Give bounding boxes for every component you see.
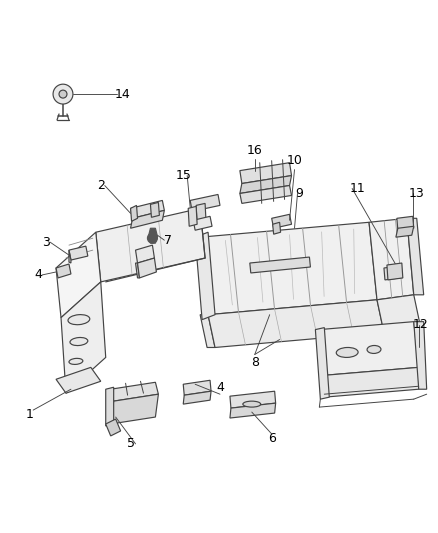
Polygon shape — [56, 367, 101, 393]
Polygon shape — [407, 219, 424, 295]
Polygon shape — [69, 250, 71, 263]
Ellipse shape — [367, 345, 381, 353]
Polygon shape — [135, 245, 155, 263]
Polygon shape — [240, 185, 292, 204]
Polygon shape — [414, 321, 427, 389]
Polygon shape — [230, 403, 276, 418]
Polygon shape — [69, 246, 88, 260]
Polygon shape — [200, 314, 215, 348]
Polygon shape — [377, 295, 421, 333]
Ellipse shape — [69, 358, 83, 365]
Circle shape — [148, 233, 157, 243]
Polygon shape — [148, 228, 157, 243]
Polygon shape — [111, 382, 159, 401]
Polygon shape — [188, 206, 197, 226]
Ellipse shape — [336, 348, 358, 358]
Polygon shape — [230, 391, 276, 408]
Polygon shape — [96, 208, 205, 282]
Text: 13: 13 — [409, 187, 424, 200]
Polygon shape — [111, 394, 159, 424]
Polygon shape — [135, 263, 140, 278]
Polygon shape — [272, 214, 292, 228]
Polygon shape — [150, 203, 159, 217]
Polygon shape — [56, 232, 101, 318]
Polygon shape — [384, 266, 400, 280]
Polygon shape — [315, 328, 329, 399]
Text: 8: 8 — [251, 356, 259, 369]
Text: 4: 4 — [34, 269, 42, 281]
Polygon shape — [183, 380, 211, 395]
Polygon shape — [61, 282, 106, 393]
Text: 14: 14 — [115, 87, 131, 101]
Polygon shape — [397, 216, 414, 230]
Polygon shape — [106, 387, 114, 426]
Polygon shape — [56, 264, 71, 278]
Text: 7: 7 — [164, 233, 172, 247]
Polygon shape — [190, 195, 220, 212]
Circle shape — [59, 90, 67, 98]
Text: 16: 16 — [247, 144, 263, 157]
Polygon shape — [250, 257, 311, 273]
Polygon shape — [138, 258, 156, 278]
Ellipse shape — [243, 401, 261, 407]
Polygon shape — [396, 226, 414, 237]
Polygon shape — [208, 300, 384, 348]
Circle shape — [53, 84, 73, 104]
Polygon shape — [387, 263, 403, 280]
Polygon shape — [196, 204, 206, 224]
Polygon shape — [193, 216, 212, 230]
Text: 9: 9 — [296, 187, 304, 200]
Polygon shape — [324, 367, 419, 397]
Text: 11: 11 — [349, 182, 365, 195]
Text: 10: 10 — [286, 154, 303, 167]
Text: 6: 6 — [268, 432, 276, 446]
Text: 5: 5 — [127, 438, 134, 450]
Text: 3: 3 — [42, 236, 50, 249]
Text: 1: 1 — [25, 408, 33, 421]
Text: 2: 2 — [97, 179, 105, 192]
Polygon shape — [240, 163, 292, 183]
Ellipse shape — [68, 314, 90, 325]
Polygon shape — [131, 205, 138, 221]
Polygon shape — [200, 222, 377, 314]
Text: 4: 4 — [216, 381, 224, 394]
Polygon shape — [273, 222, 281, 234]
Text: 15: 15 — [175, 169, 191, 182]
Polygon shape — [106, 419, 120, 436]
Polygon shape — [183, 391, 211, 404]
Polygon shape — [131, 211, 164, 228]
Polygon shape — [319, 321, 419, 375]
Text: 12: 12 — [413, 318, 429, 331]
Polygon shape — [195, 232, 215, 320]
Polygon shape — [131, 200, 164, 219]
Polygon shape — [369, 219, 414, 300]
Polygon shape — [240, 175, 292, 193]
Ellipse shape — [70, 337, 88, 345]
